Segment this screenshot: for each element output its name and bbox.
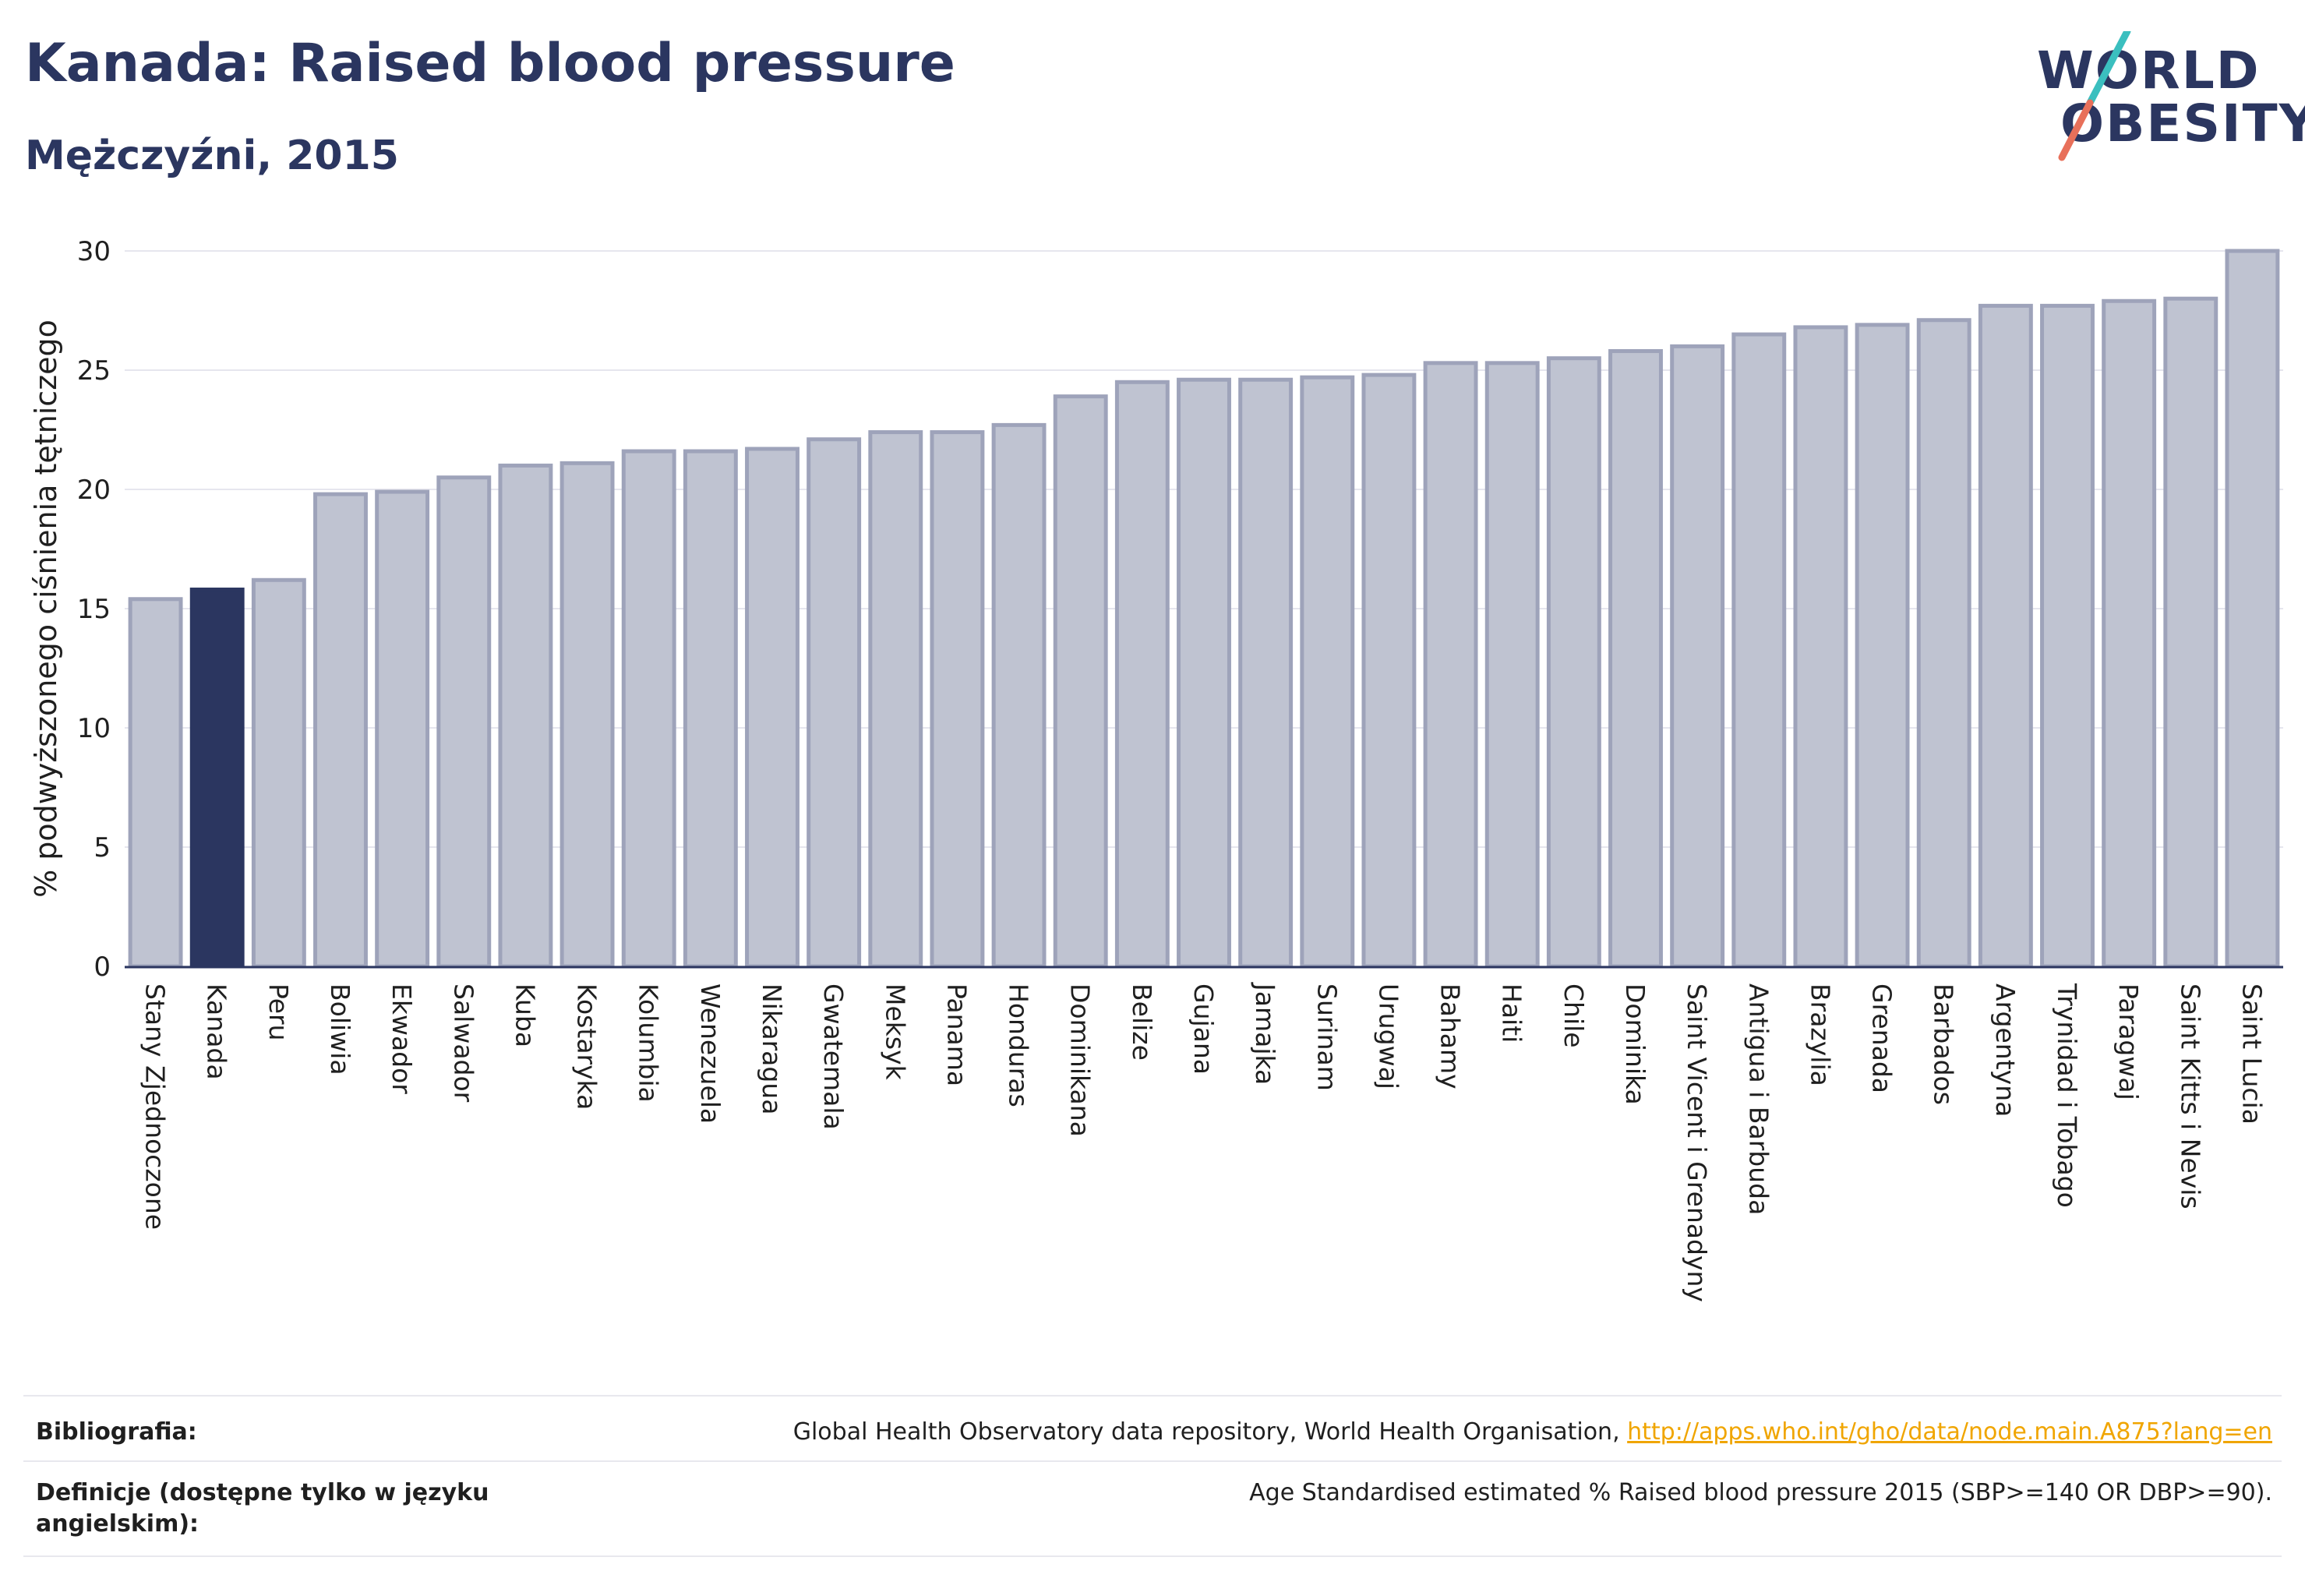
bar-peru: [251, 577, 306, 969]
x-tick-label: Antigua i Barbuda: [1743, 983, 1774, 1215]
bibliography-value: Global Health Observatory data repositor…: [793, 1417, 2272, 1448]
bar-saint-vicent-i-grenadyny: [1670, 344, 1725, 969]
bar-chile: [1546, 356, 1601, 969]
x-tick-label: Kanada: [202, 983, 232, 1080]
x-tick-label: Saint Kitts i Nevis: [2175, 983, 2205, 1209]
bar-wenezuela: [683, 449, 738, 969]
x-tick-label: Brazylia: [1805, 983, 1835, 1086]
x-tick-label: Grenada: [1867, 983, 1897, 1093]
bar-dominikana: [1053, 394, 1108, 969]
bar-trynidad-i-tobago: [2040, 303, 2095, 969]
bar-argentyna: [1978, 303, 2033, 969]
bar-meksyk: [868, 430, 923, 969]
logo-line-2: OBESITY: [2060, 94, 2305, 154]
bar-antigua-i-barbuda: [1731, 332, 1787, 969]
x-tick-label: Kolumbia: [634, 983, 664, 1103]
bibliography-label: Bibliografia:: [36, 1418, 197, 1446]
bar-haiti: [1484, 361, 1540, 969]
chart-title: Kanada: Raised blood pressure: [25, 33, 955, 94]
x-tick-label: Meksyk: [880, 983, 910, 1081]
x-tick-label: Bahamy: [1435, 983, 1466, 1089]
bar-stany-zjednoczone: [128, 597, 183, 969]
x-tick-label: Salwador: [448, 983, 478, 1103]
x-tick-label: Chile: [1558, 983, 1589, 1048]
definitions-label: Definicje (dostępne tylko w języku angie…: [36, 1478, 489, 1540]
x-tick-label: Boliwia: [325, 983, 355, 1075]
x-tick-label: Stany Zjednoczone: [140, 983, 171, 1230]
x-tick-label: Wenezuela: [695, 983, 725, 1124]
y-tick-label: 0: [94, 952, 111, 983]
x-tick-label: Dominika: [1620, 983, 1650, 1105]
x-tick-label: Paragwaj: [2113, 983, 2144, 1100]
y-axis-label: % podwyższonego ciśnienia tętniczego: [29, 320, 63, 898]
chart-subtitle: Mężczyźni, 2015: [25, 132, 399, 179]
bar-saint-lucia: [2225, 249, 2280, 969]
y-axis-ticks: 0 5 10 15 20 25 30: [77, 236, 111, 983]
definitions-value: Age Standardised estimated % Raised bloo…: [1249, 1479, 2272, 1506]
bibliography-link[interactable]: http://apps.who.int/gho/data/node.main.A…: [1627, 1418, 2272, 1446]
x-tick-label: Dominikana: [1065, 983, 1096, 1137]
bar-chart: 0 5 10 15 20 25 30 Stany Zjednoczone Kanada Peru…: [29, 236, 2283, 1302]
y-tick-label: 15: [77, 594, 111, 625]
y-tick-label: 5: [94, 832, 111, 863]
bar-kostaryka: [559, 461, 615, 969]
x-tick-label: Surinam: [1311, 983, 1342, 1091]
bar-honduras: [991, 422, 1047, 969]
bar-panama: [930, 430, 985, 969]
bar-jamajka: [1238, 377, 1294, 969]
x-tick-label: Saint Vicent i Grenadyny: [1682, 983, 1712, 1302]
y-tick-label: 25: [77, 355, 111, 387]
x-tick-label: Saint Lucia: [2236, 983, 2267, 1125]
logo-line-1: WORLD: [2037, 41, 2261, 101]
bibliography-text: Global Health Observatory data repositor…: [792, 1418, 1628, 1446]
y-tick-label: 10: [77, 713, 111, 744]
x-tick-label: Jamajka: [1250, 982, 1280, 1085]
bar-kanada: [189, 588, 245, 969]
bar-barbados: [1916, 318, 1971, 969]
y-tick-label: 20: [77, 475, 111, 506]
bar-gwatemala: [807, 437, 862, 969]
bar-bahamy: [1423, 361, 1478, 969]
x-tick-label: Gwatemala: [818, 983, 849, 1130]
x-tick-label: Haiti: [1497, 983, 1527, 1043]
footer-divider: [23, 1395, 2282, 1396]
bar-boliwia: [313, 492, 368, 969]
bar-saint-kitts-i-nevis: [2163, 296, 2219, 969]
bar-kuba: [498, 463, 553, 969]
bar-kolumbia: [621, 449, 676, 969]
bars: [128, 249, 2280, 969]
bar-surinam: [1300, 375, 1355, 969]
bar-nikaragua: [745, 447, 800, 969]
x-tick-label: Kuba: [510, 983, 540, 1047]
bar-belize: [1114, 380, 1170, 969]
bar-urugwaj: [1361, 373, 1417, 969]
x-tick-label: Ekwador: [387, 983, 417, 1094]
bar-brazylia: [1793, 325, 1848, 969]
bar-grenada: [1855, 323, 1910, 969]
x-tick-label: Urugwaj: [1373, 983, 1403, 1089]
definitions-label-line-1: Definicje (dostępne tylko w języku: [36, 1479, 489, 1506]
x-tick-label: Kostaryka: [572, 983, 602, 1110]
bar-paragwaj: [2102, 298, 2157, 969]
bar-dominika: [1608, 349, 1663, 969]
x-tick-label: Belize: [1127, 983, 1157, 1061]
x-tick-label: Peru: [263, 983, 294, 1041]
definitions-label-line-2: angielskim):: [36, 1510, 199, 1538]
x-tick-label: Trynidad i Tobago: [2052, 983, 2082, 1208]
x-tick-label: Nikaragua: [757, 983, 787, 1114]
x-tick-label: Honduras: [1004, 983, 1034, 1107]
x-tick-label: Argentyna: [1990, 983, 2021, 1117]
bar-salwador: [436, 475, 492, 969]
bar-ekwador: [375, 489, 430, 969]
footer-divider: [23, 1460, 2282, 1462]
x-axis-ticks: Stany Zjednoczone Kanada Peru Boliwia Ekwado…: [140, 982, 2268, 1302]
x-tick-label: Gujana: [1188, 983, 1219, 1075]
bar-gujana: [1177, 377, 1231, 969]
world-obesity-logo: WORLD OBESITY: [2026, 31, 2305, 171]
logo-slash-icon: [2058, 31, 2131, 161]
footer-divider: [23, 1555, 2282, 1557]
y-tick-label: 30: [77, 236, 111, 267]
x-tick-label: Barbados: [1929, 983, 1959, 1105]
x-tick-label: Panama: [941, 983, 972, 1086]
